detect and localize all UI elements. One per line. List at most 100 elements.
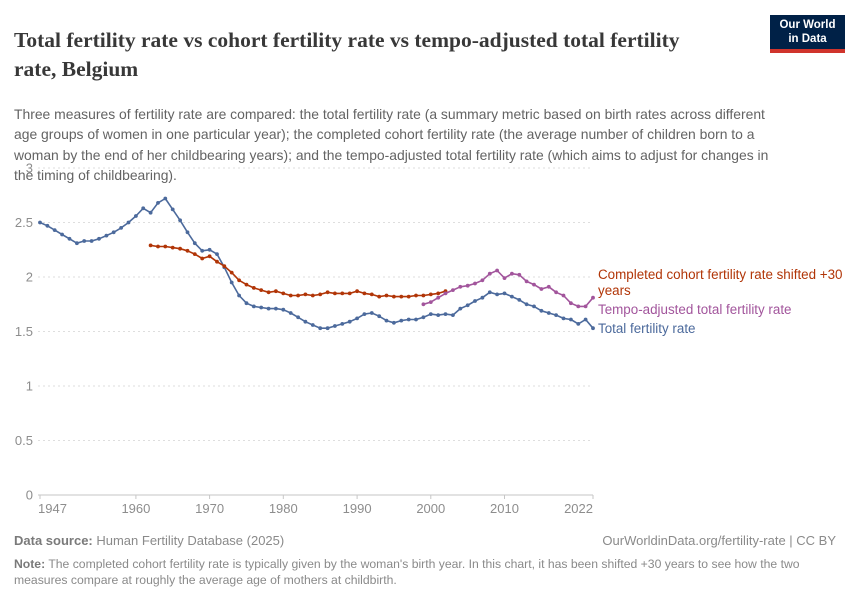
series-total-fertility-rate (38, 196, 595, 331)
data-point (185, 230, 190, 235)
data-point (524, 302, 529, 307)
data-point (443, 291, 448, 296)
data-point (163, 244, 168, 249)
legend-item-cohort-fertility[interactable]: Completed cohort fertility rate shifted … (598, 267, 843, 298)
data-point (274, 289, 278, 294)
data-point (222, 264, 227, 268)
data-point (355, 316, 359, 321)
data-point (591, 326, 595, 331)
data-point (111, 230, 116, 235)
data-source-label: Data source: (14, 533, 93, 548)
data-point (539, 287, 544, 291)
page-title: Total fertility rate vs cohort fertility… (14, 28, 680, 81)
data-point (473, 281, 477, 286)
data-point (67, 236, 72, 241)
data-point (510, 271, 514, 276)
data-point (229, 270, 234, 275)
y-tick-label: 2.5 (15, 215, 33, 230)
footer-note: Note: The completed cohort fertility rat… (14, 556, 842, 589)
data-point (487, 271, 492, 276)
owid-logo[interactable]: Our World in Data (770, 15, 845, 53)
data-point (554, 290, 558, 295)
data-point (75, 241, 79, 246)
data-point (148, 243, 153, 248)
data-point (487, 290, 492, 295)
data-point (436, 291, 441, 296)
data-point (421, 302, 426, 307)
data-point (532, 304, 536, 309)
data-point (414, 293, 418, 298)
data-point (561, 316, 566, 321)
data-point (119, 226, 123, 230)
data-point (362, 291, 367, 296)
data-point (458, 284, 463, 289)
chart-legend: Completed cohort fertility rate shifted … (598, 267, 848, 340)
data-point (355, 289, 359, 294)
series-completed-cohort-fertility-rate-shifted (148, 243, 448, 299)
data-source-value: Human Fertility Database (2025) (92, 533, 285, 548)
data-point (45, 223, 50, 228)
data-point (480, 278, 485, 283)
data-point (237, 278, 242, 283)
data-point (576, 304, 581, 309)
owid-url-link[interactable]: OurWorldinData.org/fertility-rate | CC B… (602, 533, 836, 548)
data-point (421, 315, 426, 320)
data-point (325, 326, 330, 331)
data-point (362, 312, 367, 316)
data-point (340, 291, 345, 296)
data-point (303, 319, 308, 324)
data-point (377, 294, 382, 299)
data-point (148, 210, 153, 215)
footer-source-row: Data source: Human Fertility Database (2… (14, 533, 836, 548)
data-point (532, 282, 536, 287)
data-point (473, 299, 477, 303)
data-point (436, 313, 441, 317)
data-point (38, 220, 42, 225)
data-point (97, 236, 101, 241)
data-point (89, 239, 94, 243)
data-point (502, 291, 507, 296)
data-point (170, 245, 175, 250)
data-point (170, 207, 175, 212)
data-point (546, 284, 551, 289)
data-point (399, 294, 404, 299)
data-point (207, 254, 212, 259)
owid-logo-line1: Our World (779, 19, 836, 31)
data-point (465, 283, 470, 288)
y-tick-label: 2 (26, 270, 33, 285)
data-point (82, 239, 87, 243)
data-point (428, 300, 433, 304)
data-point (502, 276, 507, 280)
data-point (369, 311, 374, 315)
chart-plot-area[interactable]: 0 0.5 1 1.5 2 2.5 3 1947 1960 1970 1980 1990 2000 201… (0, 0, 850, 530)
data-point (200, 256, 205, 261)
data-point (281, 307, 286, 312)
data-point (215, 259, 219, 264)
data-point (340, 322, 345, 326)
note-label: Note: (14, 557, 46, 571)
legend-item-total-fertility[interactable]: Total fertility rate (598, 321, 696, 336)
grid-and-axes: 0 0.5 1 1.5 2 2.5 3 1947 1960 1970 1980 1990 2000 201… (15, 161, 594, 516)
data-point (303, 292, 308, 297)
x-tick-label: 1947 (38, 501, 67, 516)
data-point (333, 324, 337, 328)
series-tempo-adjusted-total-fertility-rate (421, 268, 595, 309)
data-point (52, 228, 57, 233)
data-point (244, 301, 249, 306)
data-point (237, 293, 242, 298)
data-point (517, 272, 522, 277)
data-point (178, 218, 183, 223)
x-tick-label: 1970 (195, 501, 224, 516)
data-point (369, 292, 374, 297)
data-point (384, 293, 389, 298)
legend-item-tempo-adjusted[interactable]: Tempo-adjusted total fertility rate (598, 302, 792, 317)
data-point (156, 244, 160, 249)
data-point (134, 214, 138, 218)
data-point (465, 303, 470, 308)
data-point (347, 291, 352, 296)
data-point (546, 311, 551, 315)
x-tick-label: 1980 (269, 501, 298, 516)
data-point (251, 304, 256, 309)
y-tick-label: 0 (26, 488, 33, 503)
